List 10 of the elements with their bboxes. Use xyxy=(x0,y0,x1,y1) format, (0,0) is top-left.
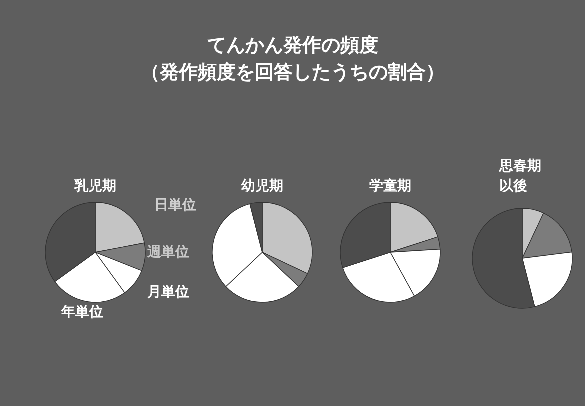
slice-label: 週単位 xyxy=(146,244,190,260)
slice-label: 月単位 xyxy=(146,284,190,300)
chart-title: 乳児期 xyxy=(74,178,116,194)
chart-title: 幼児期 xyxy=(240,178,284,194)
slice-label: 年単位 xyxy=(60,304,104,320)
slice-label: 日単位 xyxy=(154,198,196,214)
chart-title: 学童期 xyxy=(370,178,412,194)
text: てんかん発作の頻度 xyxy=(208,34,378,56)
text: （発作頻度を回答したうちの割合） xyxy=(141,62,445,84)
chart-title: 思春期以後 xyxy=(498,158,542,194)
